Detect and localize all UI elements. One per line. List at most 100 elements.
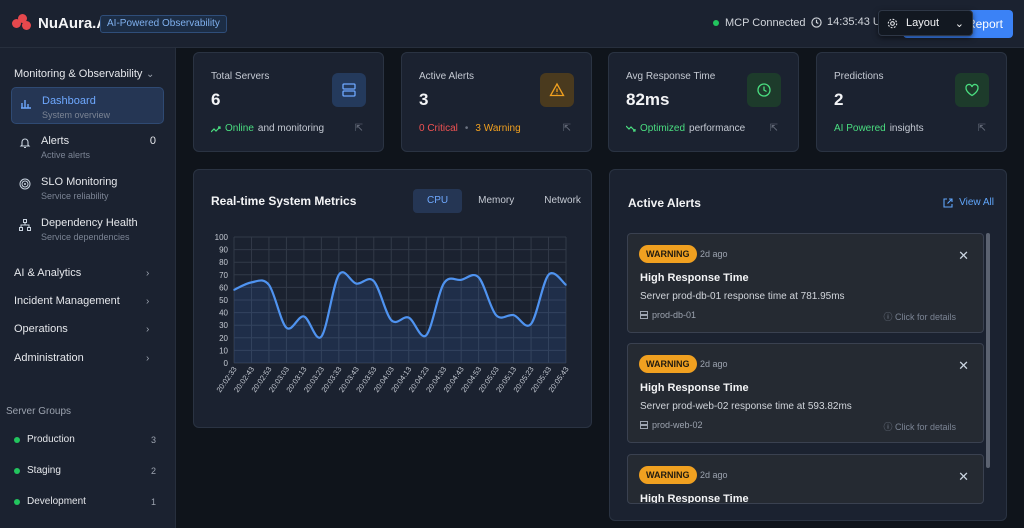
y-tick-label: 50 [219, 296, 228, 305]
alert-age: 2d ago [700, 470, 728, 480]
alert-title: High Response Time [640, 382, 749, 394]
alert-host-name: prod-web-02 [652, 420, 703, 430]
y-tick-label: 30 [219, 321, 228, 330]
tab-memory[interactable]: Memory [478, 195, 515, 206]
alerts-scrollbar[interactable] [986, 233, 990, 468]
tab-cpu[interactable]: CPU [413, 189, 463, 213]
data-point [512, 314, 515, 316]
y-tick-label: 10 [219, 346, 228, 355]
critical-count: 0 Critical [419, 123, 458, 134]
sidebar-item-slo-monitoring[interactable]: SLO Monitoring Service reliability [11, 169, 164, 206]
server-icon [640, 311, 648, 319]
target-icon [19, 178, 31, 190]
sidebar-item-label: SLO Monitoring [41, 176, 118, 188]
app-logo[interactable]: NuAura.Ai [12, 14, 111, 32]
details-label: Click for details [894, 312, 956, 322]
sidebar-item-label: Dashboard [42, 95, 96, 107]
stat-card-predictions[interactable]: Predictions 2 AI Powered insights ⇱ [816, 52, 1007, 152]
section-label: Administration [14, 352, 84, 364]
cursor-pointer-icon: ⇱ [769, 123, 778, 134]
alert-host: prod-web-02 [640, 420, 703, 430]
section-administration[interactable]: Administration › [14, 352, 149, 364]
sidebar-item-sub: System overview [42, 110, 111, 120]
details-link[interactable]: ⓘ Click for details [883, 422, 956, 432]
warning-count: 3 Warning [475, 123, 521, 134]
server-group-development[interactable]: Development 1 [14, 496, 156, 507]
data-point [355, 282, 358, 285]
data-point [565, 284, 567, 286]
group-count: 2 [150, 465, 156, 476]
close-icon[interactable]: ✕ [958, 358, 969, 373]
metrics-tabs: CPU Memory Network [413, 189, 595, 213]
heart-icon [955, 73, 989, 107]
y-tick-label: 20 [219, 334, 228, 343]
close-icon[interactable]: ✕ [958, 248, 969, 263]
layout-dropdown[interactable]: Layout ⌄ [878, 10, 973, 36]
details-label: Click for details [894, 422, 956, 432]
section-ai-analytics[interactable]: AI & Analytics › [14, 267, 149, 279]
alerts-panel: Active Alerts View All WARNING 2d ago ✕ … [609, 169, 1007, 521]
y-tick-label: 100 [215, 233, 229, 242]
cursor-pointer-icon: ⇱ [977, 123, 986, 134]
sidebar-item-dependency-health[interactable]: Dependency Health Service dependencies [11, 210, 164, 247]
y-tick-label: 70 [219, 271, 228, 280]
alert-description: Server prod-db-01 response time at 781.9… [640, 291, 845, 302]
alert-card[interactable]: WARNING 2d ago ✕ High Response Time [627, 454, 984, 504]
clock-icon [747, 73, 781, 107]
stat-footer-rest: insights [889, 123, 924, 134]
sidebar: Monitoring & Observability ⌄ Dashboard S… [0, 48, 176, 528]
close-icon[interactable]: ✕ [958, 469, 969, 484]
chevron-down-icon: ⌄ [146, 68, 155, 80]
stat-card-total-servers[interactable]: Total Servers 6 Online and monitoring ⇱ [193, 52, 384, 152]
severity-badge: WARNING [639, 245, 697, 263]
cursor-pointer-icon: ⇱ [562, 123, 571, 134]
alert-card[interactable]: WARNING 2d ago ✕ High Response Time Serv… [627, 233, 984, 333]
stat-card-avg-response-time[interactable]: Avg Response Time 82ms Optimized perform… [608, 52, 799, 152]
stat-footer-strong: Optimized [640, 123, 686, 134]
alert-card[interactable]: WARNING 2d ago ✕ High Response Time Serv… [627, 343, 984, 443]
y-tick-label: 40 [219, 309, 228, 318]
details-link[interactable]: ⓘ Click for details [883, 312, 956, 322]
alerts-count-badge: 0 [149, 135, 156, 147]
stat-label: Active Alerts [419, 71, 475, 82]
alert-age: 2d ago [700, 359, 728, 369]
clock-icon [811, 16, 822, 28]
group-name: Development [27, 496, 86, 507]
app-name: NuAura.Ai [38, 14, 112, 32]
metrics-title: Real-time System Metrics [211, 194, 357, 208]
chart-icon [21, 100, 31, 109]
stat-card-active-alerts[interactable]: Active Alerts 3 0 Critical • 3 Warning ⇱ [401, 52, 592, 152]
sidebar-item-dashboard[interactable]: Dashboard System overview [11, 87, 164, 124]
cpu-chart: 010203040506070809010020:02:3320:02:4320… [215, 233, 571, 394]
data-point [233, 289, 235, 291]
chevron-down-icon: ⌄ [954, 17, 964, 30]
server-group-staging[interactable]: Staging 2 [14, 465, 156, 476]
y-tick-label: 60 [219, 283, 228, 292]
data-point [303, 315, 305, 318]
trend-up-icon [211, 125, 221, 132]
data-point [320, 335, 323, 338]
data-point [442, 282, 445, 285]
section-operations[interactable]: Operations › [14, 323, 149, 335]
section-monitoring-label: Monitoring & Observability [14, 68, 143, 80]
warning-icon [540, 73, 574, 107]
clock: 14:35:43 U [811, 16, 881, 28]
view-all-link[interactable]: View All [943, 197, 994, 208]
server-icon [332, 73, 366, 107]
sidebar-item-alerts[interactable]: Alerts Active alerts 0 [11, 128, 164, 165]
layout-label: Layout [906, 17, 940, 29]
section-incident-management[interactable]: Incident Management › [14, 295, 149, 307]
alerts-title: Active Alerts [628, 196, 701, 210]
status-dot-icon [14, 498, 20, 505]
sidebar-item-label: Alerts [41, 135, 70, 147]
server-group-production[interactable]: Production 3 [14, 434, 156, 445]
sidebar-item-sub: Service reliability [41, 191, 109, 201]
tab-network[interactable]: Network [544, 195, 581, 206]
chevron-right-icon: › [146, 267, 150, 279]
section-monitoring[interactable]: Monitoring & Observability ⌄ [14, 68, 154, 80]
cursor-pointer-icon: ⇱ [354, 123, 363, 134]
chevron-right-icon: › [146, 295, 150, 307]
mcp-status: MCP Connected [713, 17, 806, 29]
sidebar-item-label: Dependency Health [41, 217, 138, 229]
severity-badge: WARNING [639, 355, 697, 373]
